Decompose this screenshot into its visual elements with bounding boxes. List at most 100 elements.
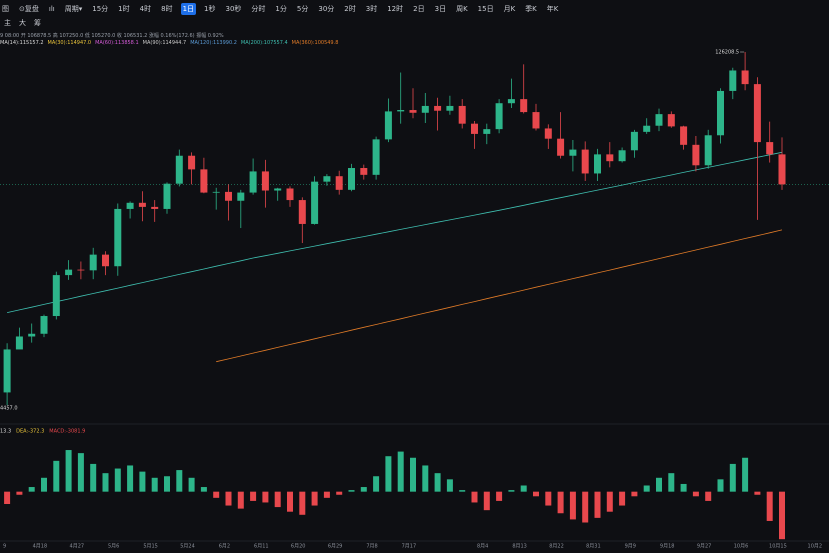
toolbar-button[interactable]: 1时	[118, 5, 130, 13]
candle-body	[384, 111, 392, 140]
macd-bar	[668, 473, 675, 492]
toolbar-button[interactable]: 分时	[251, 5, 266, 13]
toolbar-button[interactable]: 12时	[387, 5, 404, 13]
macd-bar	[77, 453, 84, 492]
macd-bar	[729, 463, 736, 492]
macd-bar	[164, 476, 170, 492]
toolbar-button[interactable]: 3日	[434, 5, 447, 13]
candle-body	[311, 181, 319, 224]
candle-body	[323, 176, 331, 182]
macd-bar	[102, 473, 109, 492]
toolbar-button[interactable]: 周K	[456, 5, 468, 13]
macd-bar	[606, 491, 613, 512]
macd-bar	[299, 491, 306, 515]
toolbar-button[interactable]: 30分	[318, 5, 335, 13]
macd-bar	[594, 491, 601, 518]
period-toolbar: 图 ⊙复盘 ılı 周期▾ 15分 1时 4时 8时 1日 1秒 30秒 分时 1分 5分 30分 2时 3时 1…	[0, 2, 560, 16]
macd-bar	[496, 491, 503, 501]
macd-bar	[754, 491, 761, 495]
x-tick-label: 6月2	[219, 544, 230, 550]
toolbar-button[interactable]: 季K	[525, 5, 537, 13]
tool-button[interactable]: 大	[19, 19, 26, 27]
ma-legend-entry: MA(360):100549.8	[291, 40, 339, 46]
toolbar-button[interactable]: 8时	[161, 5, 173, 13]
candle-body	[544, 128, 552, 139]
macd-bar	[373, 476, 380, 492]
tool-button[interactable]: 主	[4, 19, 11, 27]
candle-body	[581, 149, 589, 174]
toolbar-button[interactable]: 15日	[477, 5, 494, 13]
toolbar-button[interactable]: 2时	[344, 5, 356, 13]
macd-bar	[4, 491, 11, 504]
macd-bar	[582, 491, 589, 523]
x-tick-label: 9月9	[625, 544, 636, 550]
x-tick-label: 5月24	[180, 544, 195, 550]
macd-bar	[41, 477, 47, 492]
toolbar-button[interactable]: 4时	[139, 5, 152, 13]
x-tick-label: 10月2	[808, 544, 823, 550]
candle-body	[667, 114, 675, 127]
macd-bar	[717, 479, 724, 492]
low-label: 4457.0	[0, 405, 18, 411]
macd-bar	[705, 491, 712, 501]
candle-body	[225, 191, 232, 201]
candle-body	[200, 169, 208, 193]
candle-body	[704, 135, 712, 166]
x-tick-label: 10月6	[734, 544, 749, 550]
candle-body	[680, 126, 688, 145]
ma-line	[216, 229, 783, 363]
macd-bar	[471, 491, 478, 503]
candle-body	[372, 139, 380, 175]
toolbar-button[interactable]: 1秒	[204, 5, 216, 13]
candle-body	[360, 168, 368, 175]
toolbar-button[interactable]: 15分	[92, 5, 109, 13]
macd-bar	[151, 477, 158, 492]
candle-body	[52, 275, 60, 317]
toolbar-button[interactable]: ılı	[48, 5, 55, 13]
macd-bar	[336, 491, 343, 495]
macd-bar	[127, 465, 134, 492]
macd-bar	[139, 471, 146, 492]
macd-bar	[459, 490, 466, 492]
macd-bar	[311, 491, 318, 506]
candle-body	[126, 202, 134, 209]
toolbar-button[interactable]: ⊙复盘	[19, 5, 39, 13]
candle-body	[28, 333, 36, 337]
candle-body	[446, 105, 454, 111]
x-tick-label: 7月17	[402, 544, 417, 550]
macd-bar	[742, 457, 749, 492]
toolbar-button[interactable]: 3时	[365, 5, 378, 13]
macd-bar	[766, 491, 773, 521]
x-tick-label: 8月22	[549, 544, 564, 550]
toolbar-button[interactable]: 年K	[546, 5, 559, 13]
toolbar-button[interactable]: 1分	[275, 5, 287, 13]
x-tick-label: 9月18	[660, 544, 675, 550]
macd-bar	[533, 491, 539, 497]
candle-body	[753, 84, 761, 143]
high-label: 126208.5	[715, 50, 739, 56]
toolbar-button[interactable]: 30秒	[225, 5, 242, 13]
candle-body	[249, 171, 257, 193]
macd-bar	[643, 485, 650, 492]
candle-body	[557, 138, 565, 156]
toolbar-button[interactable]: 月K	[503, 5, 516, 13]
macd-bar	[200, 487, 207, 492]
macd-bar	[692, 491, 699, 497]
ohlc-info: 9 08:00 开 106878.5 高 107250.0 低 105270.0…	[0, 33, 224, 39]
toolbar-button[interactable]: 2日	[413, 5, 425, 13]
macd-bar	[213, 491, 220, 498]
toolbar-button[interactable]: 周期▾	[64, 5, 83, 13]
toolbar-button[interactable]: 5分	[296, 5, 309, 13]
candle-body	[569, 149, 577, 156]
tool-button[interactable]: 筹	[34, 19, 41, 27]
macd-bar	[483, 491, 490, 511]
ma-legend-entry: MA(30):114947.0	[47, 40, 92, 46]
ma-legend-entry: MA(60):113858.1	[95, 40, 139, 46]
candle-body	[483, 129, 491, 134]
toolbar-button[interactable]: 图	[2, 5, 9, 13]
x-tick-label: 8月31	[586, 544, 601, 550]
x-tick-label: 10月15	[769, 544, 787, 550]
macd-bar	[422, 465, 429, 492]
toolbar-button[interactable]: 1日	[180, 3, 197, 15]
